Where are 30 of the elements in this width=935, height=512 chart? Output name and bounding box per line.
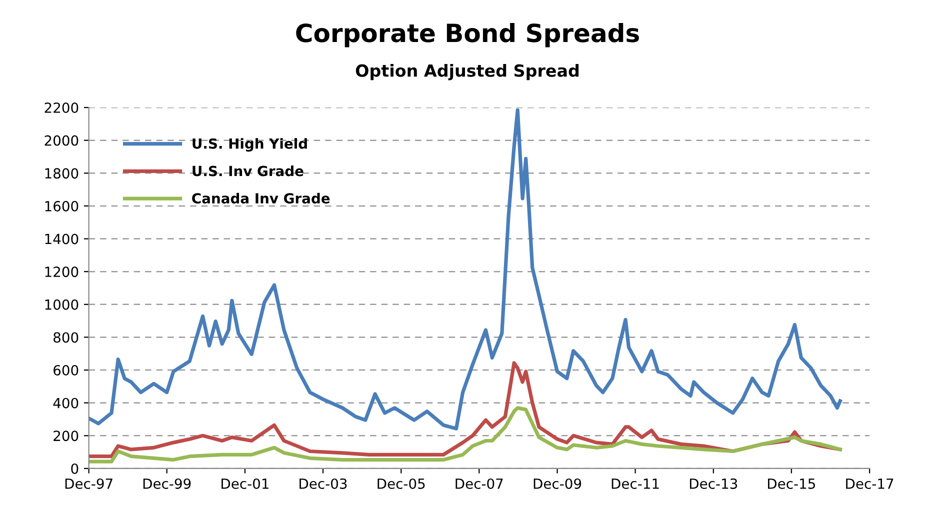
x-tick-label: Dec-17 <box>846 478 894 489</box>
legend-label: U.S. Inv Grade <box>192 166 304 176</box>
x-tick-label: Dec-11 <box>612 478 659 489</box>
x-tick-label: Dec-97 <box>65 478 112 489</box>
x-tick-label: Dec-09 <box>534 478 582 489</box>
y-tick-label: 2000 <box>44 135 78 146</box>
chart-subtitle: Option Adjusted Spread <box>356 64 579 80</box>
y-tick-label: 0 <box>71 463 78 474</box>
y-tick-label: 1600 <box>45 200 78 212</box>
y-tick-label: 600 <box>54 365 78 376</box>
y-tick-label: 1400 <box>45 234 78 244</box>
x-tick-label: Dec-01 <box>222 478 268 489</box>
y-tick-label: 800 <box>54 332 78 343</box>
x-tick-label: Dec-13 <box>690 478 738 489</box>
x-tick-label: Dec-15 <box>768 478 815 489</box>
y-tick-label: 200 <box>54 430 78 442</box>
y-tick-label: 1200 <box>45 266 78 278</box>
legend-label: Canada Inv Grade <box>192 192 330 204</box>
legend-label: U.S. High Yield <box>192 138 307 152</box>
line-series <box>88 406 842 464</box>
y-tick-label: 1800 <box>45 168 78 179</box>
x-tick-label: Dec-05 <box>378 478 425 489</box>
y-tick-label: 2200 <box>44 102 78 113</box>
x-tick-label: Dec-99 <box>143 478 191 489</box>
x-tick-label: Dec-07 <box>456 478 503 489</box>
chart-title: Corporate Bond Spreads <box>296 23 639 48</box>
x-tick-label: Dec-03 <box>300 478 347 489</box>
y-tick-label: 1000 <box>45 299 78 310</box>
y-tick-label: 400 <box>53 398 78 408</box>
line-series <box>88 108 842 430</box>
